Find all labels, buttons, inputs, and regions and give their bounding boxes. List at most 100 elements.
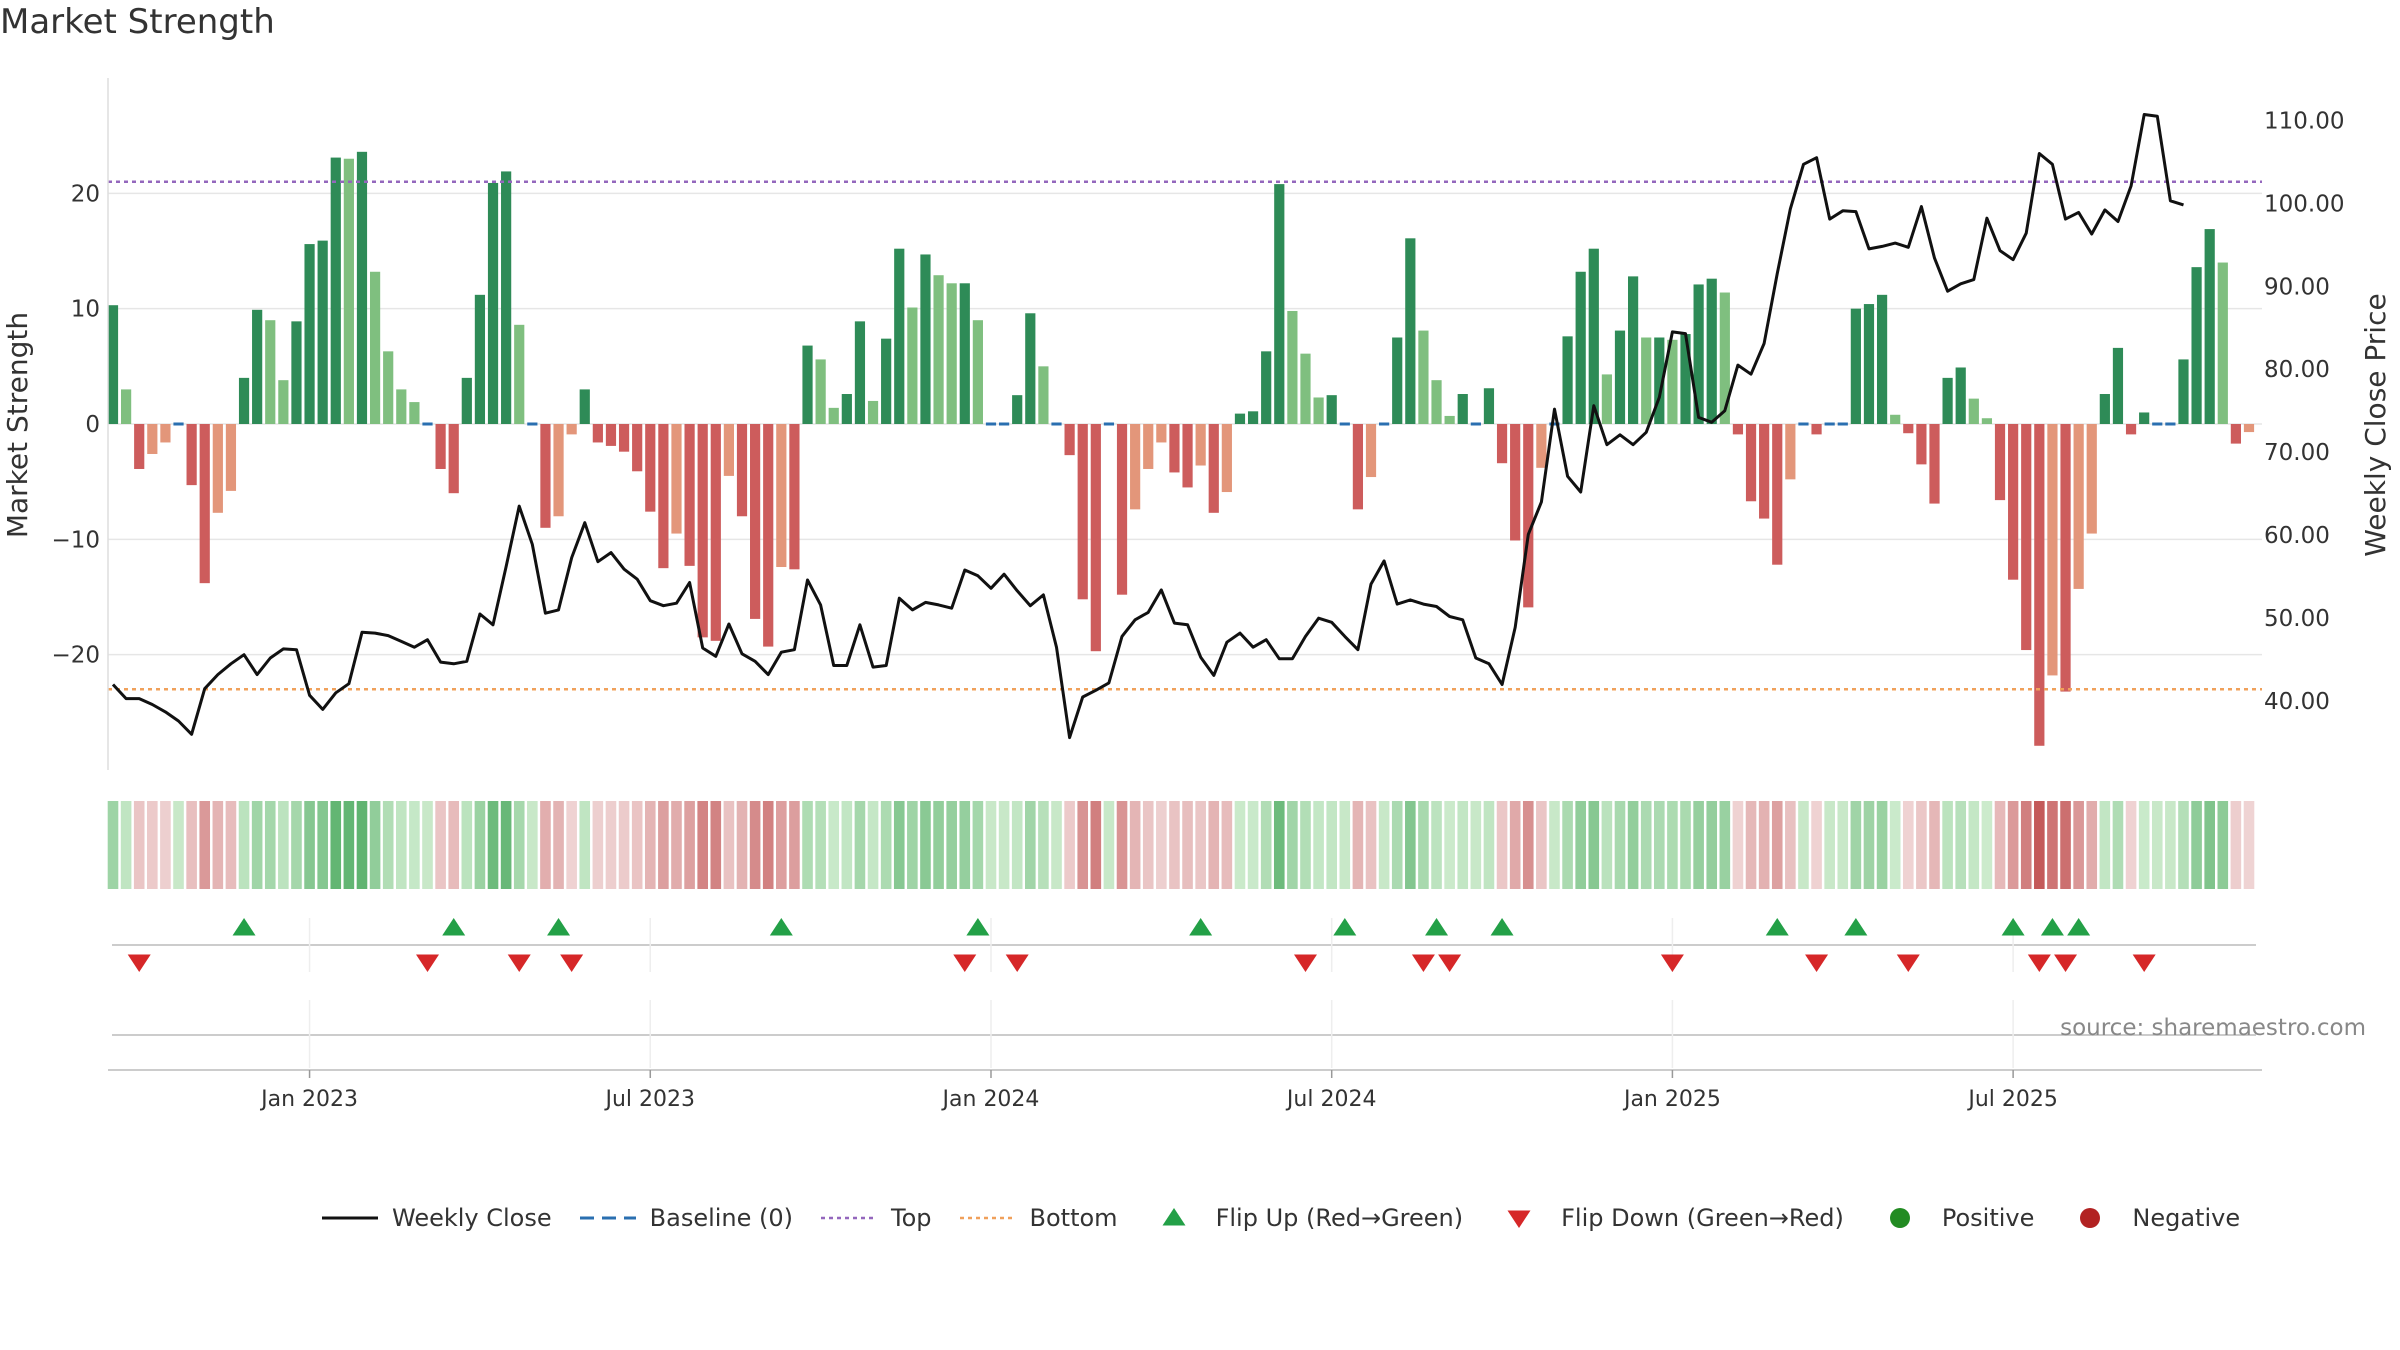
heat-cell xyxy=(1116,801,1128,889)
positive-bar xyxy=(1313,397,1324,424)
heat-cell xyxy=(2217,801,2229,889)
positive-bar xyxy=(1405,238,1416,424)
positive-bar xyxy=(881,338,892,424)
heat-cell xyxy=(1234,801,1246,889)
positive-bar xyxy=(1588,248,1599,424)
negative-bar xyxy=(212,424,223,513)
right-tick-label: 50.00 xyxy=(2264,606,2330,632)
negative-bar xyxy=(1523,424,1534,608)
positive-bar xyxy=(1680,334,1691,424)
flip-down-marker xyxy=(1293,954,1317,972)
heat-cell xyxy=(225,801,237,889)
heat-cell xyxy=(749,801,761,889)
negative-bar xyxy=(1811,424,1822,435)
zero-bar xyxy=(1339,422,1350,426)
heat-cell xyxy=(527,801,538,889)
heat-cell xyxy=(1339,801,1351,889)
axes-layer: 20 10 0 −10 −20 110.00 100.00 90.00 80.00 70.00 60… xyxy=(1,78,2392,770)
heat-cell xyxy=(160,801,171,889)
flip-up-marker xyxy=(1189,918,1213,936)
heat-cell xyxy=(710,801,722,889)
positive-bar xyxy=(2112,347,2124,424)
negative-bar xyxy=(1182,424,1193,488)
negative-bar xyxy=(736,424,748,517)
positive-bar xyxy=(841,394,852,424)
heat-cell xyxy=(2007,801,2019,889)
legend-swatch-icon xyxy=(1889,1208,1910,1228)
right-axis-title: Weekly Close Price xyxy=(2359,293,2392,556)
positive-bar xyxy=(1719,292,1730,424)
heat-cell xyxy=(2060,801,2071,889)
negative-bar xyxy=(566,424,577,435)
heat-cell xyxy=(251,801,263,889)
negative-bar xyxy=(553,424,564,517)
negative-bar xyxy=(2230,424,2241,444)
negative-bar xyxy=(186,424,197,486)
heat-cell xyxy=(1798,801,1809,889)
heat-cell xyxy=(1431,801,1442,889)
heat-cell xyxy=(1824,801,1835,889)
heat-cell xyxy=(356,801,368,889)
flip-up-marker xyxy=(1333,918,1357,936)
negative-bar xyxy=(789,424,800,570)
heat-cell xyxy=(2191,801,2202,889)
heat-cell xyxy=(697,801,708,889)
reference-lines xyxy=(108,180,2262,691)
zero-bar xyxy=(1379,422,1390,426)
heat-cell xyxy=(1142,801,1154,889)
negative-bar xyxy=(2034,424,2045,746)
heat-cell xyxy=(1994,801,2006,889)
heat-cell xyxy=(2086,801,2098,889)
heat-cell xyxy=(1300,801,1311,889)
positive-bar xyxy=(1234,413,1246,424)
positive-bar xyxy=(1247,411,1259,424)
weekly-close-line xyxy=(111,113,2184,740)
positive-bar xyxy=(330,157,341,424)
positive-bar xyxy=(291,321,302,424)
positive-bar xyxy=(1575,271,1586,424)
negative-bar xyxy=(435,424,446,469)
heat-cell xyxy=(736,801,748,889)
heat-cell xyxy=(461,801,473,889)
negative-bar xyxy=(723,424,735,476)
negative-bar xyxy=(632,424,643,472)
heat-cell xyxy=(907,801,918,889)
heat-cell xyxy=(854,801,866,889)
heat-cell xyxy=(1182,801,1193,889)
negative-bar xyxy=(697,424,708,638)
heat-cell xyxy=(684,801,695,889)
heat-cell xyxy=(1247,801,1259,889)
negative-bar xyxy=(1510,424,1521,541)
heat-cell xyxy=(1496,801,1508,889)
heat-cell xyxy=(540,801,551,889)
heat-cell xyxy=(1457,801,1469,889)
negative-bar xyxy=(1903,424,1914,434)
x-tick-label: Jul 2025 xyxy=(1966,1087,2058,1112)
positive-bar xyxy=(1850,308,1861,424)
heat-cell xyxy=(2138,801,2150,889)
negative-bar xyxy=(1195,424,1206,466)
positive-bar xyxy=(252,309,263,424)
legend-item: Negative xyxy=(2060,1203,2240,1233)
legend-item: Flip Up (Red→Green) xyxy=(1144,1203,1463,1233)
heat-cell xyxy=(2165,801,2176,889)
positive-bar xyxy=(2204,229,2215,424)
heat-cell xyxy=(1654,801,1665,889)
positive-bar xyxy=(1457,394,1468,424)
heat-cell xyxy=(658,801,669,889)
heat-cell xyxy=(1391,801,1403,889)
heat-cell xyxy=(1522,801,1534,889)
zero-bar xyxy=(173,422,184,426)
zero-bar xyxy=(998,422,1010,426)
positive-bar xyxy=(501,171,512,424)
heat-cell xyxy=(1378,801,1390,889)
right-tick-label: 40.00 xyxy=(2264,689,2330,715)
heat-cell xyxy=(618,801,630,889)
flip-up-marker xyxy=(2067,918,2091,936)
negative-bar xyxy=(147,424,158,454)
negative-bar xyxy=(2060,424,2071,692)
heat-cell xyxy=(1614,801,1626,889)
positive-bar xyxy=(1300,353,1311,424)
positive-bar xyxy=(1418,330,1429,424)
negative-bar xyxy=(710,424,721,641)
